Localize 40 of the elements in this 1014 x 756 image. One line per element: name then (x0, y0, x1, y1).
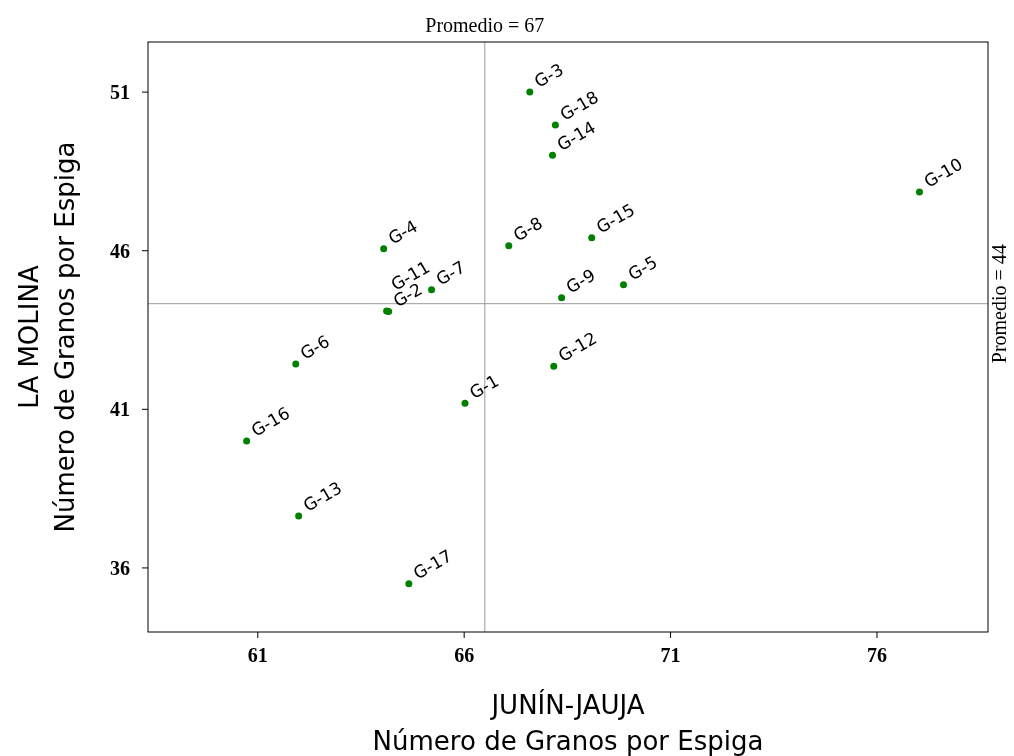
point (915, 188, 923, 196)
point (550, 362, 558, 370)
point (428, 286, 436, 294)
x-tick-label: 71 (660, 644, 681, 666)
ref-line-label: Promedio = 67 (425, 14, 545, 36)
annotation: G-12 (554, 327, 601, 366)
annotation: G-15 (592, 199, 639, 238)
point (505, 242, 513, 250)
point (292, 360, 300, 368)
annotation: G-3 (530, 59, 567, 92)
point (588, 234, 596, 242)
point (461, 399, 469, 407)
annotation: G-5 (624, 251, 661, 285)
annotation: G-16 (247, 402, 294, 441)
y-tick-label: 41 (110, 398, 130, 421)
annotation: G-10 (920, 153, 966, 192)
annotation: G-7 (432, 256, 469, 290)
point (243, 437, 251, 445)
point (526, 88, 534, 96)
x-tick-label: 76 (866, 644, 887, 666)
x-tick-label: 66 (454, 644, 475, 666)
annotation: G-6 (296, 331, 333, 364)
annotation: G-4 (384, 215, 421, 249)
annotation: G-1 (466, 370, 503, 403)
y-tick-label: 36 (110, 556, 130, 579)
y-tick-label: 46 (110, 239, 130, 262)
ref-line-label: Promedio = 44 (988, 244, 1010, 364)
point (295, 512, 303, 520)
point (549, 151, 557, 159)
y-tick-label: 51 (110, 81, 130, 104)
point (558, 294, 566, 302)
annotation: G-9 (562, 264, 599, 298)
point (380, 245, 388, 253)
y-axis-title: LA MOLINA Número de Granos por Espiga (14, 141, 80, 533)
annotation: G-13 (299, 477, 346, 516)
annotation: G-8 (509, 212, 546, 246)
x-tick-label: 61 (247, 644, 268, 666)
point (620, 281, 628, 289)
point (405, 580, 413, 588)
x-axis-title: JUNÍN-JAUJA Número de Granos por Espiga (372, 689, 764, 756)
